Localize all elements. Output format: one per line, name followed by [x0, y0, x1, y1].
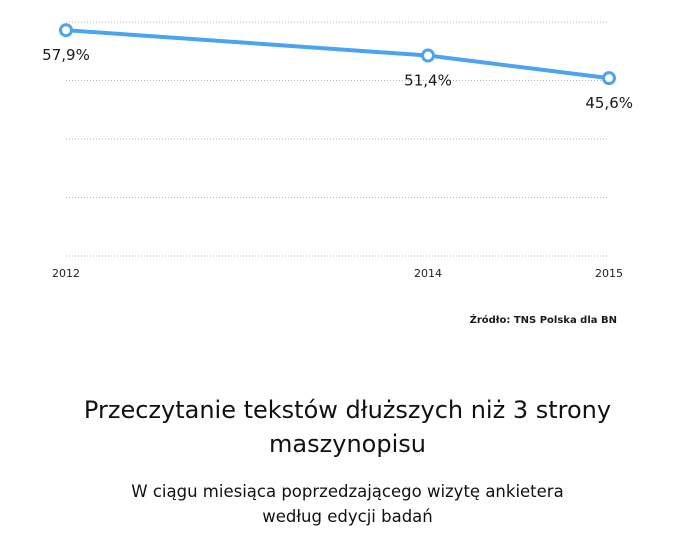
data-label: 51,4%	[404, 72, 452, 90]
chart-subtitle-line: W ciągu miesiąca poprzedzającego wizytę …	[131, 482, 564, 501]
x-tick-label: 2012	[52, 267, 80, 280]
data-point	[421, 48, 435, 63]
x-tick-label: 2014	[414, 267, 442, 280]
chart-title: Przeczytanie tekstów dłuższych niż 3 str…	[0, 393, 695, 461]
chart-subtitle: W ciągu miesiąca poprzedzającego wizytę …	[0, 479, 695, 529]
chart-title-line: maszynopisu	[269, 430, 426, 458]
data-point	[59, 23, 73, 38]
source-note: Źródło: TNS Polska dla BN	[469, 315, 617, 326]
x-tick-label: 2015	[595, 267, 623, 280]
series-line	[64, 28, 611, 81]
chart-subtitle-line: według edycji badań	[262, 507, 433, 526]
line-chart: 2012 2014 2015 57,9% 51,4% 45,6%	[42, 21, 633, 280]
chart-title-line: Przeczytanie tekstów dłuższych niż 3 str…	[83, 396, 612, 424]
data-label: 57,9%	[42, 46, 90, 64]
data-point	[602, 71, 616, 86]
data-label: 45,6%	[585, 94, 633, 112]
